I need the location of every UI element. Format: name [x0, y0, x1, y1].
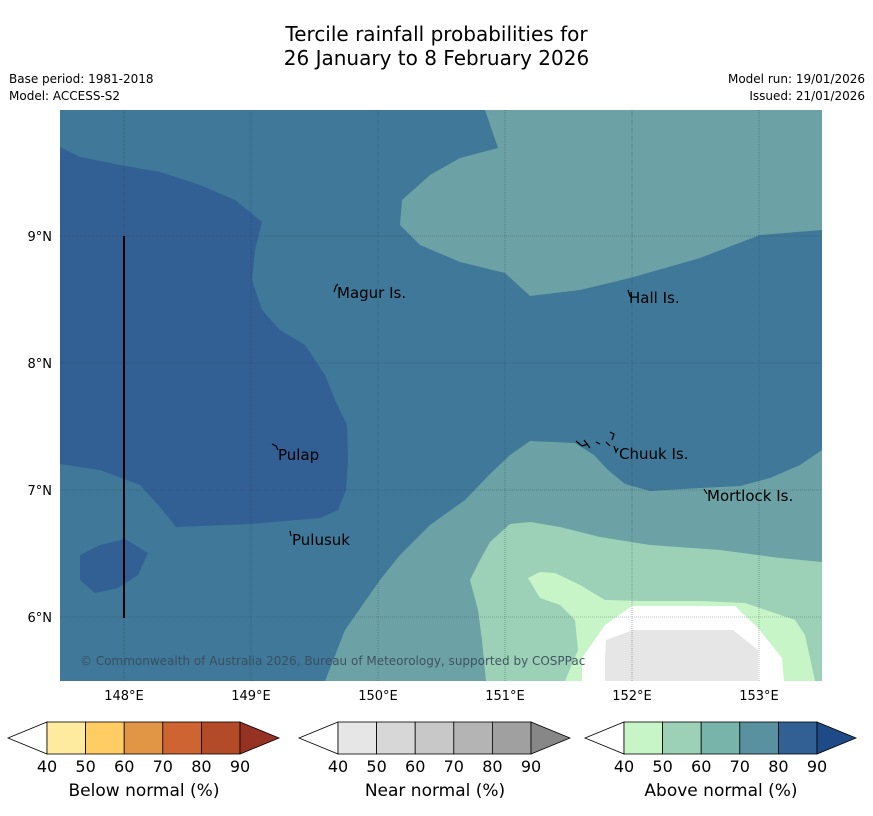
island-mortlock — [703, 488, 708, 495]
colorbar-tick-label: 40 — [614, 757, 634, 776]
colorbar-segment-1 — [337, 721, 377, 755]
label-mortlock: Mortlock Is. — [707, 487, 793, 505]
colorbar-arrow-left — [6, 721, 48, 755]
colorbar-segment-1 — [46, 721, 86, 755]
colorbar-below-title: Below normal (%) — [68, 781, 220, 801]
island-magur — [333, 283, 339, 293]
label-hall: Hall Is. — [629, 289, 680, 307]
meta-right: Model run: 19/01/2026 Issued: 21/01/2026 — [728, 71, 865, 105]
island-chuuk — [575, 431, 619, 454]
colorbar-tick-label: 70 — [153, 757, 173, 776]
colorbar-arrow-right — [530, 721, 572, 755]
colorbar-above: 40 50 60 70 80 90 — [583, 721, 858, 776]
issued-date: Issued: 21/01/2026 — [749, 89, 865, 103]
lat-label-8n: 8°N — [28, 357, 53, 372]
colorbar-near-title: Near normal (%) — [364, 781, 506, 801]
colorbar-tick-label: 90 — [807, 757, 827, 776]
copyright-notice: © Commonwealth of Australia 2026, Bureau… — [80, 654, 585, 668]
colorbar-arrow-left — [297, 721, 339, 755]
colorbar-segment-3 — [414, 721, 455, 755]
meta-left: Base period: 1981-2018 Model: ACCESS-S2 — [9, 71, 154, 105]
colorbar-segment-4 — [739, 721, 779, 755]
islands — [271, 283, 708, 537]
colorbar-tick-label: 40 — [328, 757, 348, 776]
colorbar-segment-2 — [662, 721, 702, 755]
colorbar-arrow-left — [583, 721, 625, 755]
label-pulusuk: Pulusuk — [292, 531, 350, 549]
colorbar-segment-3 — [123, 721, 164, 755]
base-period: Base period: 1981-2018 — [9, 72, 154, 86]
colorbar-segment-1 — [623, 721, 663, 755]
colorbar-above-title: Above normal (%) — [644, 781, 798, 801]
colorbar-segment-2 — [376, 721, 416, 755]
colorbar-tick-label: 40 — [37, 757, 57, 776]
colorbar-arrow-right — [816, 721, 858, 755]
colorbar-segment-5 — [491, 721, 532, 755]
model-run: Model run: 19/01/2026 — [727, 72, 865, 86]
longitude-labels: 148°E 149°E 150°E 151°E 152°E 153°E — [104, 689, 779, 704]
colorbar-tick-label: 60 — [691, 757, 711, 776]
colorbar-below: 40 50 60 70 80 90 — [6, 721, 281, 776]
place-labels: Magur Is. Hall Is. Pulap Chuuk Is. Mortl… — [278, 284, 793, 549]
colorbar-tick-label: 50 — [652, 757, 672, 776]
title-line-1: Tercile rainfall probabilities for — [285, 22, 588, 46]
colorbar-segment-4 — [453, 721, 493, 755]
region-above-80 — [60, 147, 348, 593]
graticule — [60, 110, 822, 681]
lon-label-151e: 151°E — [485, 689, 525, 704]
colorbar-arrow-right — [239, 721, 281, 755]
colorbar-near: 40 50 60 70 80 90 — [297, 721, 572, 776]
region-above-60 — [325, 110, 822, 681]
colorbar-tick-label: 80 — [191, 757, 211, 776]
lon-label-153e: 153°E — [739, 689, 779, 704]
colorbar-tick-label: 90 — [230, 757, 250, 776]
colorbar-tick-label: 70 — [730, 757, 750, 776]
island-pulusuk — [289, 530, 292, 537]
lon-label-149e: 149°E — [231, 689, 271, 704]
label-chuuk: Chuuk Is. — [619, 445, 688, 463]
colorbar-tick-label: 90 — [521, 757, 541, 776]
colorbar-segment-5 — [777, 721, 818, 755]
colorbar-tick-label: 70 — [444, 757, 464, 776]
island-hall — [627, 289, 633, 299]
colorbar-tick-label: 80 — [768, 757, 788, 776]
label-magur: Magur Is. — [337, 284, 406, 302]
colorbar-segment-4 — [162, 721, 202, 755]
model-name: Model: ACCESS-S2 — [9, 89, 121, 103]
colorbar-segment-5 — [200, 721, 241, 755]
region-near-normal-40 — [605, 630, 758, 681]
lon-label-150e: 150°E — [358, 689, 398, 704]
colorbar-tick-label: 60 — [405, 757, 425, 776]
title-line-2: 26 January to 8 February 2026 — [283, 46, 590, 70]
colorbar-tick-label: 50 — [75, 757, 95, 776]
lon-label-152e: 152°E — [612, 689, 652, 704]
latitude-labels: 9°N 8°N 7°N 6°N — [28, 230, 53, 626]
lat-label-6n: 6°N — [28, 611, 53, 626]
map-area — [60, 110, 822, 681]
lon-label-148e: 148°E — [104, 689, 144, 704]
lat-label-7n: 7°N — [28, 484, 53, 499]
colorbar-segment-2 — [85, 721, 125, 755]
label-pulap: Pulap — [278, 446, 319, 464]
colorbar-tick-label: 80 — [482, 757, 502, 776]
colorbar-tick-label: 50 — [366, 757, 386, 776]
colorbar-tick-label: 60 — [114, 757, 134, 776]
lat-label-9n: 9°N — [28, 230, 53, 245]
colorbar-segment-3 — [700, 721, 741, 755]
island-pulap — [271, 443, 279, 451]
map-title: Tercile rainfall probabilities for 26 Ja… — [0, 22, 873, 70]
